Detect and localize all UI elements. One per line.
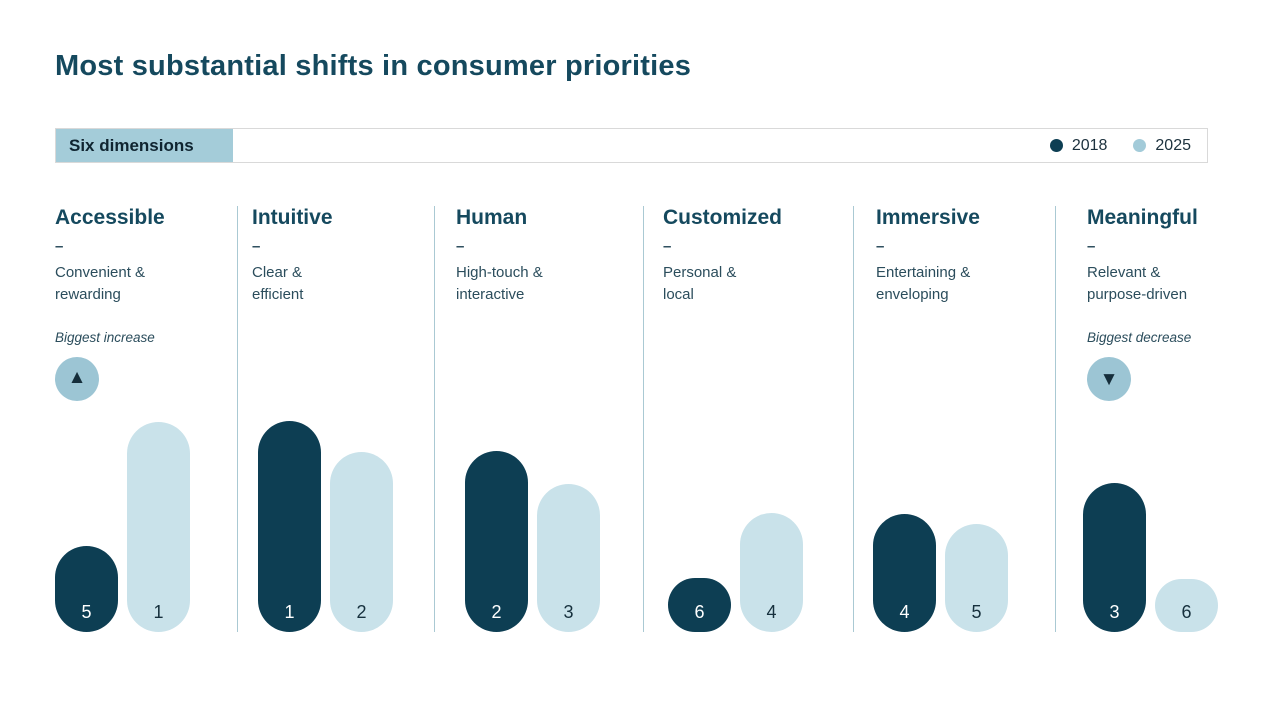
- dimension-heading: Meaningful: [1087, 206, 1198, 229]
- dimension-column-intuitive: Intuitive – Clear & efficient 1 2: [252, 200, 432, 632]
- bar-2025: 2: [330, 452, 393, 632]
- column-divider: [237, 206, 238, 632]
- decrease-badge: ▼: [1087, 356, 1131, 401]
- bar-2018: 1: [258, 421, 321, 632]
- dimension-column-customized: Customized – Personal & local 6 4: [663, 200, 849, 632]
- up-triangle-icon: ▲: [67, 367, 87, 389]
- column-divider: [434, 206, 435, 632]
- legend-dot-2025-icon: [1133, 139, 1147, 152]
- dimension-heading: Accessible: [55, 206, 165, 229]
- heading-dash: –: [876, 238, 885, 256]
- dimension-description: Personal & local: [663, 264, 737, 303]
- bar-2025: 6: [1155, 579, 1218, 632]
- heading-dash: –: [456, 238, 465, 256]
- bar-rank-label: 1: [153, 602, 164, 622]
- dimension-description: Convenient & rewarding: [55, 264, 146, 303]
- bar-pair: 6 4: [668, 513, 803, 632]
- legend-label-2018: 2018: [1071, 136, 1108, 154]
- bar-pair: 1 2: [258, 421, 393, 632]
- bar-pair: 3 6: [1083, 483, 1218, 632]
- bar-rank-label: 2: [491, 602, 502, 622]
- bar-2018: 6: [668, 578, 731, 632]
- dimension-description: Relevant & purpose-driven: [1087, 264, 1188, 303]
- heading-dash: –: [663, 238, 672, 256]
- bar-rank-label: 2: [356, 602, 367, 622]
- column-divider: [1055, 206, 1056, 632]
- bar-rank-label: 4: [766, 602, 777, 622]
- dimension-column-human: Human – High-touch & interactive 2 3: [456, 200, 640, 632]
- bar-rank-label: 6: [694, 602, 705, 622]
- page-title: Most substantial shifts in consumer prio…: [55, 50, 692, 82]
- heading-dash: –: [1087, 238, 1096, 256]
- bar-2018: 4: [873, 514, 936, 632]
- column-divider: [643, 206, 644, 632]
- dimension-heading: Human: [456, 206, 528, 229]
- heading-dash: –: [252, 238, 261, 256]
- dimension-description: Clear & efficient: [252, 264, 304, 303]
- dimension-heading: Intuitive: [252, 206, 333, 229]
- tab-six-dimensions[interactable]: Six dimensions: [56, 129, 233, 162]
- legend-dot-2018-icon: [1049, 139, 1063, 152]
- bar-2025: 1: [127, 422, 190, 632]
- bar-pair: 4 5: [873, 514, 1008, 632]
- increase-badge: ▲: [55, 356, 99, 401]
- dimension-description: High-touch & interactive: [456, 264, 543, 303]
- legend-item-2025: 2025: [1133, 137, 1191, 155]
- legend: 2018 2025: [1049, 136, 1207, 155]
- bar-rank-label: 4: [899, 602, 910, 622]
- dimension-description: Entertaining & enveloping: [876, 264, 971, 303]
- dimension-column-immersive: Immersive – Entertaining & enveloping 4 …: [873, 200, 1052, 632]
- bar-rank-label: 5: [971, 602, 982, 622]
- bar-pair: 5 1: [55, 422, 190, 632]
- bar-2025: 5: [945, 524, 1008, 632]
- bar-rank-label: 3: [1109, 602, 1120, 622]
- dimension-column-accessible: Accessible – Convenient & rewarding Bigg…: [55, 200, 237, 632]
- heading-dash: –: [55, 238, 64, 256]
- bar-rank-label: 5: [81, 602, 92, 622]
- bar-rank-label: 6: [1181, 602, 1192, 622]
- dimension-heading: Immersive: [876, 206, 980, 229]
- bar-2025: 4: [740, 513, 803, 632]
- dimension-header-bar: Six dimensions 2018 2025: [55, 128, 1208, 163]
- legend-label-2025: 2025: [1155, 136, 1191, 154]
- bar-2018: 3: [1083, 483, 1146, 632]
- bar-pair: 2 3: [465, 451, 600, 632]
- column-divider: [853, 206, 854, 632]
- dimension-heading: Customized: [663, 206, 783, 229]
- down-triangle-icon: ▼: [1099, 369, 1119, 391]
- bar-rank-label: 3: [563, 602, 574, 622]
- bar-2018: 2: [465, 451, 528, 632]
- legend-item-2018: 2018: [1049, 136, 1108, 155]
- annotation-biggest-increase: Biggest increase: [55, 329, 155, 345]
- bar-2025: 3: [537, 484, 600, 632]
- bar-rank-label: 1: [284, 602, 295, 622]
- bar-2018: 5: [55, 546, 118, 632]
- annotation-biggest-decrease: Biggest decrease: [1087, 329, 1192, 345]
- dimension-column-meaningful: Meaningful – Relevant & purpose-driven B…: [1083, 200, 1227, 632]
